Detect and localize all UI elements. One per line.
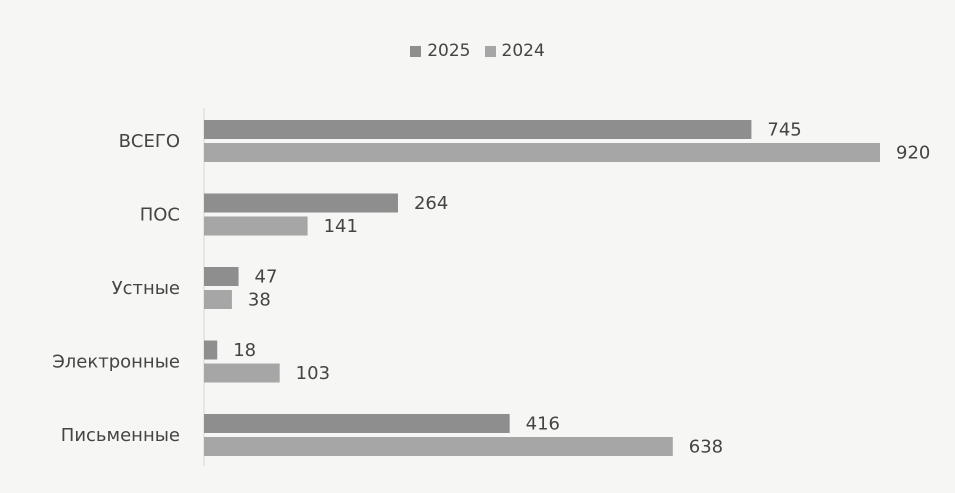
- legend-item-2025: 2025: [410, 41, 471, 61]
- legend-item-2024: 2024: [484, 41, 545, 61]
- bar-2024: [204, 290, 232, 309]
- data-label: 38: [248, 290, 271, 311]
- bar-2025: [204, 193, 398, 213]
- bar-2025: [204, 340, 218, 360]
- legend-label-2024: 2024: [501, 41, 545, 61]
- data-label: 920: [896, 143, 930, 164]
- data-label: 47: [255, 267, 278, 288]
- data-label: 638: [689, 437, 723, 458]
- data-label: 416: [526, 414, 560, 435]
- bar-2025: [204, 267, 239, 286]
- data-label: 103: [296, 363, 330, 384]
- legend-label-2025: 2025: [427, 41, 471, 61]
- data-label: 264: [414, 193, 448, 214]
- data-label: 745: [767, 120, 801, 141]
- legend: 2025 2024: [0, 41, 955, 61]
- category-label: Письменные: [61, 425, 180, 446]
- category-label: Электронные: [52, 352, 180, 373]
- bar-2025: [204, 120, 752, 139]
- data-label: 141: [324, 216, 358, 237]
- category-label: ПОС: [140, 205, 180, 226]
- bar-2025: [204, 414, 510, 433]
- category-label: Устные: [112, 278, 180, 299]
- category-label: ВСЕГО: [119, 131, 180, 152]
- bar-2024: [204, 363, 280, 383]
- bar-2024: [204, 437, 673, 456]
- data-label: 18: [233, 340, 256, 361]
- bar-2024: [204, 143, 880, 162]
- legend-swatch-2024: [484, 45, 496, 57]
- legend-swatch-2025: [410, 45, 422, 57]
- bar-2024: [204, 216, 308, 236]
